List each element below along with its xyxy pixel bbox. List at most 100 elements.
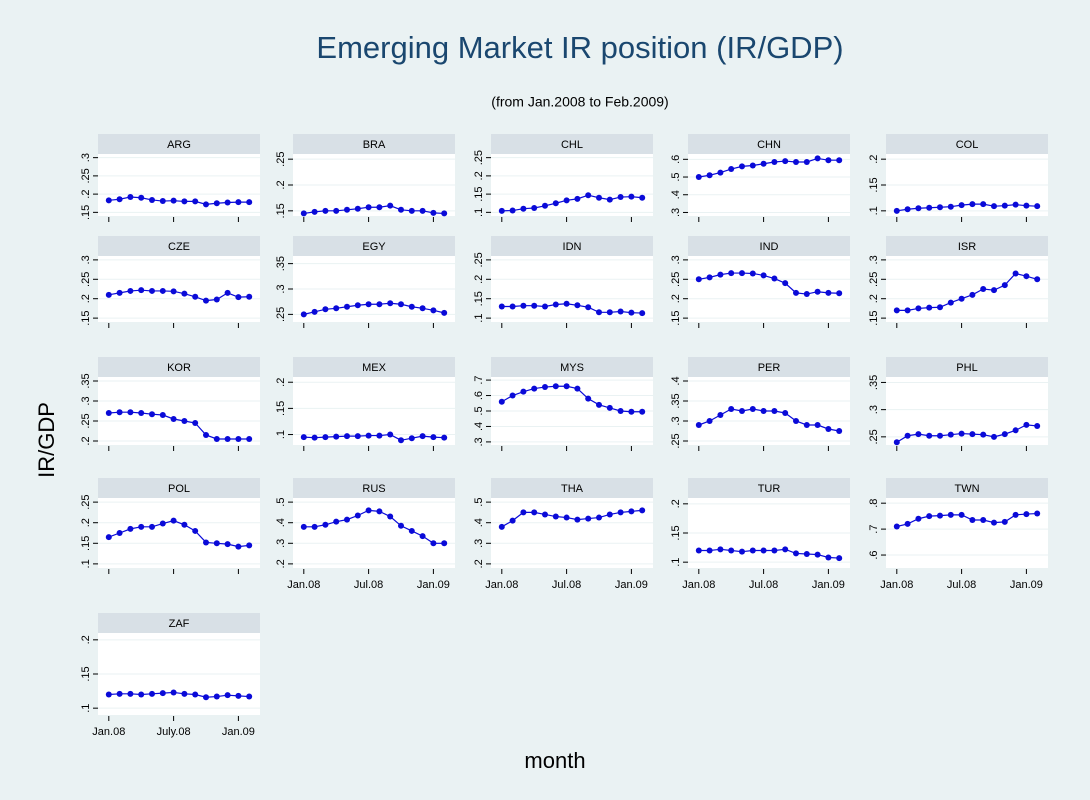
y-tick-label: .25	[80, 168, 92, 183]
y-tick-label: .6	[473, 391, 485, 400]
panel-header	[886, 134, 1048, 154]
point	[203, 297, 209, 304]
point	[159, 520, 166, 527]
point	[127, 690, 134, 697]
y-tick-label: .4	[473, 518, 485, 527]
point	[793, 550, 799, 557]
point	[825, 426, 832, 432]
point	[203, 201, 209, 208]
point	[520, 302, 527, 309]
point	[333, 433, 340, 440]
y-tick-label: .15	[275, 401, 287, 416]
point	[181, 290, 188, 297]
point	[213, 540, 220, 547]
point	[803, 291, 810, 298]
point	[969, 201, 976, 208]
point	[213, 200, 220, 207]
panel-header	[688, 134, 850, 154]
point	[749, 406, 756, 412]
y-tick-label: .3	[670, 208, 682, 217]
point	[760, 272, 767, 279]
point	[980, 201, 987, 208]
plot-area	[98, 154, 260, 216]
point	[803, 158, 810, 165]
point	[246, 436, 253, 442]
point	[574, 385, 581, 392]
panel-header	[886, 236, 1048, 256]
point	[398, 522, 404, 529]
y-tick-label: .35	[868, 375, 880, 390]
point	[344, 303, 350, 310]
point	[552, 200, 559, 207]
y-tick-label: .3	[275, 539, 287, 548]
y-tick-label: .15	[670, 310, 682, 325]
point	[739, 163, 745, 170]
point	[365, 507, 372, 514]
plot-area	[98, 256, 260, 322]
point	[574, 302, 581, 309]
point	[322, 521, 329, 528]
point	[893, 523, 900, 530]
point	[159, 198, 166, 205]
point	[991, 519, 997, 526]
x-tick-label: July.08	[157, 726, 191, 738]
x-tick-label: Jan.09	[417, 579, 450, 591]
point	[563, 300, 570, 307]
panel-title: PHL	[956, 362, 977, 374]
point	[116, 409, 123, 416]
point	[498, 523, 505, 530]
point	[105, 691, 112, 698]
panel-title: CHN	[757, 139, 781, 151]
point	[893, 439, 900, 446]
y-tick-label: .2	[80, 436, 92, 445]
point	[728, 547, 735, 554]
panel-header	[688, 357, 850, 377]
panel-header	[98, 134, 260, 154]
point	[408, 207, 415, 214]
point	[127, 409, 134, 416]
point	[793, 158, 799, 165]
point	[224, 436, 231, 442]
point	[937, 512, 943, 519]
panel-title: ZAF	[169, 618, 190, 630]
point	[246, 293, 253, 300]
point	[836, 157, 843, 164]
point	[1001, 518, 1008, 525]
y-tick-label: .2	[473, 171, 485, 180]
point	[904, 206, 911, 213]
panel-header	[688, 478, 850, 498]
y-tick-label: .35	[670, 393, 682, 408]
y-tick-label: .5	[275, 498, 287, 507]
y-tick-label: .2	[473, 559, 485, 568]
point	[782, 546, 789, 553]
point	[376, 432, 383, 439]
point	[606, 511, 613, 518]
y-tick-label: .2	[868, 294, 880, 303]
y-tick-label: .3	[868, 255, 880, 264]
point	[192, 527, 199, 534]
point	[213, 296, 220, 303]
point	[617, 194, 624, 201]
point	[825, 289, 832, 296]
point	[170, 288, 177, 295]
point	[181, 198, 188, 205]
point	[926, 513, 933, 520]
point	[149, 690, 155, 697]
point	[498, 303, 505, 310]
y-tick-label: .1	[473, 314, 485, 323]
y-tick-label: .25	[80, 413, 92, 428]
point	[926, 304, 933, 311]
point	[969, 431, 976, 438]
y-tick-label: .15	[80, 536, 92, 551]
point	[1001, 202, 1008, 209]
point	[639, 194, 646, 201]
y-tick-label: .7	[473, 375, 485, 384]
point	[606, 309, 613, 316]
point	[814, 422, 821, 428]
y-tick-label: .15	[473, 186, 485, 201]
point	[915, 431, 922, 438]
y-tick-label: .2	[275, 180, 287, 189]
point	[376, 508, 383, 515]
x-tick-label: Jan.09	[812, 579, 845, 591]
point	[224, 289, 231, 296]
